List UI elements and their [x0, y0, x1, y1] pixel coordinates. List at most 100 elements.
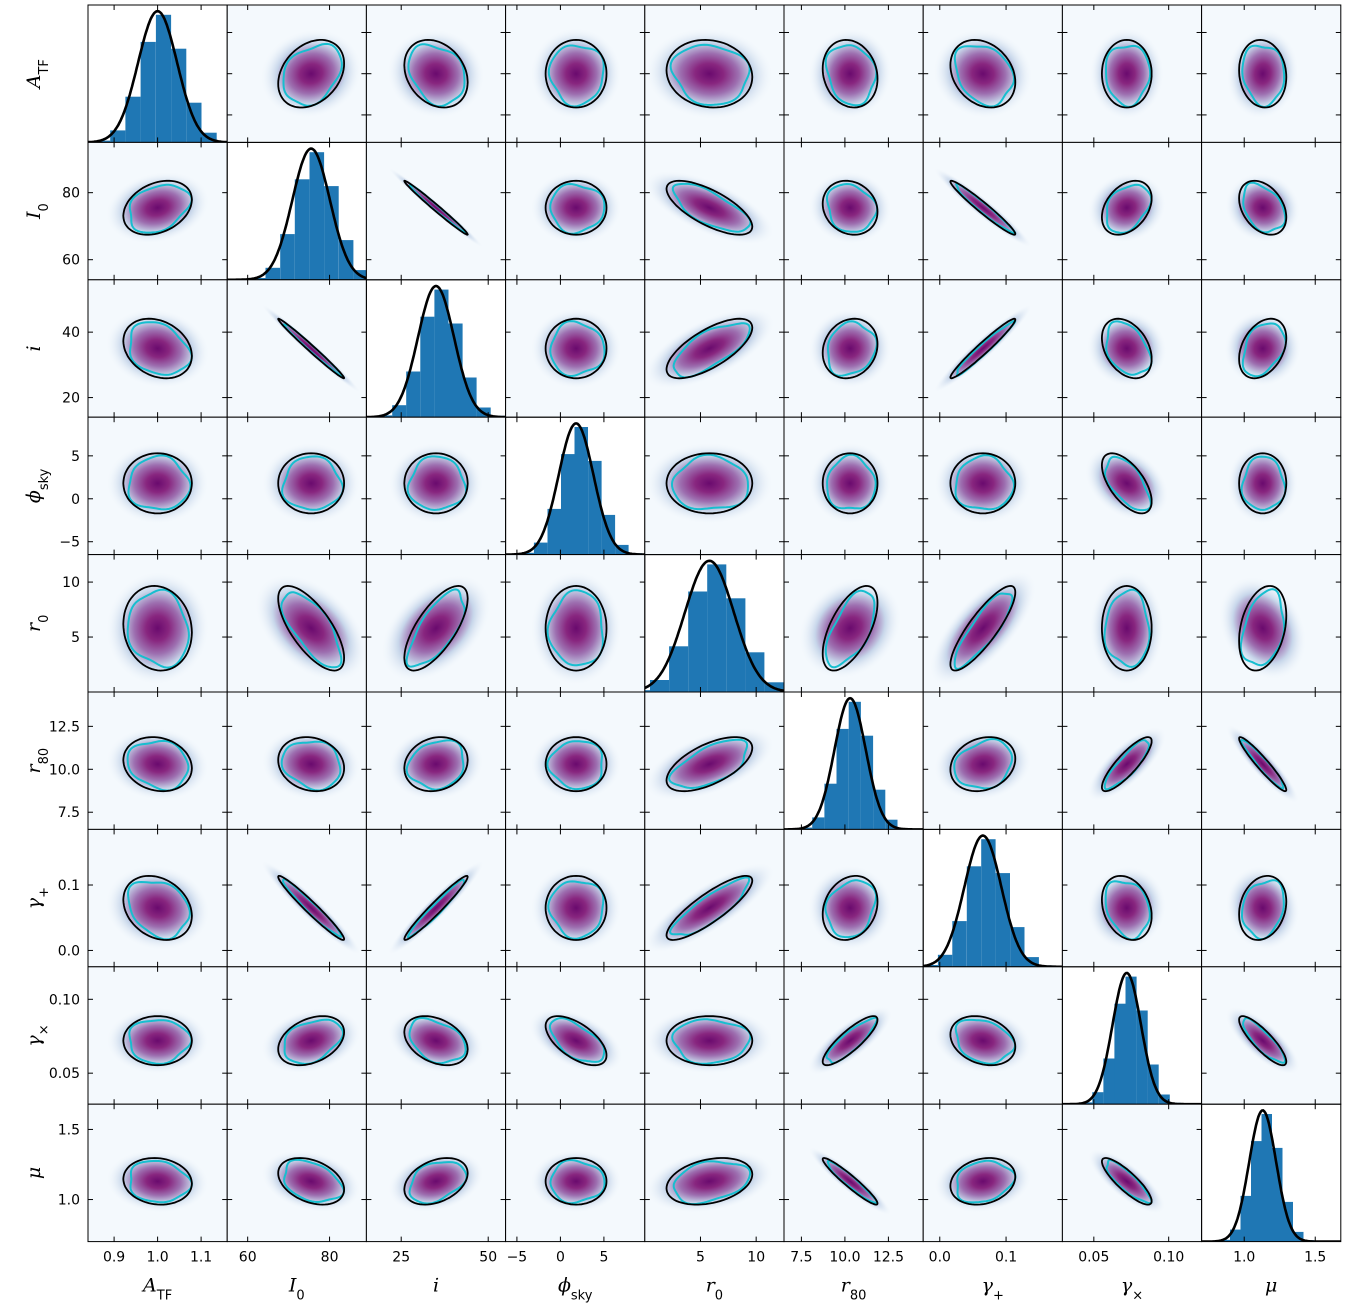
panel-phi_sky-vs-mu	[1201, 416, 1342, 556]
panel-i-vs-I_0	[226, 279, 367, 418]
hist-bar	[406, 371, 421, 418]
y-tick-label: 80	[62, 186, 80, 202]
panel-A_TF-vs-r_0	[644, 4, 785, 143]
hist-bar	[650, 680, 670, 692]
fisher-ellipse	[122, 736, 193, 793]
posterior-contour	[956, 1159, 1017, 1204]
posterior-contour	[408, 1161, 468, 1205]
y-axis-label-gamma_plus: γ+	[23, 887, 52, 909]
hist-bar	[280, 234, 295, 280]
density-blob	[644, 862, 775, 954]
fisher-ellipse	[544, 874, 608, 941]
panel-mu-vs-phi_sky	[505, 1103, 646, 1243]
hist-bar	[324, 186, 339, 280]
panel-content	[505, 5, 645, 143]
hist-bar	[824, 783, 837, 830]
posterior-contour	[128, 183, 193, 234]
panel-content	[644, 279, 784, 418]
posterior-contour	[1242, 1017, 1286, 1064]
hist-bar	[707, 564, 727, 692]
posterior-contour	[826, 320, 878, 377]
hist-bar	[250, 278, 266, 280]
posterior-contour	[547, 880, 605, 940]
fisher-ellipse	[277, 875, 346, 941]
panel-content	[1062, 829, 1202, 967]
fisher-ellipse	[1238, 585, 1288, 672]
hist-bar	[1114, 1003, 1126, 1105]
gaussian-curve	[923, 834, 1063, 967]
panel-content	[1201, 692, 1341, 830]
panel-content	[644, 1104, 784, 1242]
x-tick-label: 0	[556, 1250, 565, 1266]
posterior-contour	[405, 739, 465, 791]
hist-bar	[966, 866, 982, 967]
hist-bar	[1081, 1102, 1093, 1105]
fisher-ellipse	[1100, 179, 1153, 236]
panel-phi_sky-vs-i	[365, 416, 507, 556]
panel-content	[1201, 142, 1341, 280]
x-tick-label: 50	[479, 1250, 497, 1266]
panel-A_TF-vs-gamma_plus	[922, 4, 1063, 143]
panel-mu-vs-r_0	[644, 1103, 785, 1243]
density-blob	[808, 171, 892, 245]
panel-mu-vs-i	[365, 1103, 507, 1243]
fisher-ellipse	[665, 179, 754, 236]
x-tick-label: 5	[696, 1250, 705, 1266]
density-blob	[1226, 724, 1300, 804]
density-blob	[644, 170, 775, 245]
panel-content	[1062, 971, 1202, 1105]
panel-I_0-vs-r_0	[644, 141, 785, 281]
panel-content	[784, 829, 924, 967]
posterior-contour	[406, 455, 468, 512]
panel-phi_sky-vs-gamma_plus	[922, 416, 1063, 556]
y-tick-label: 10	[62, 575, 80, 591]
density-blob	[1084, 445, 1169, 522]
panel-content	[88, 692, 228, 830]
fisher-ellipse	[403, 179, 469, 236]
panel-content	[923, 834, 1063, 967]
y-axis-label-r_80: r80	[23, 748, 52, 774]
hist-bar	[800, 827, 813, 830]
hist-bar	[1103, 1058, 1115, 1105]
panel-i-vs-r_0	[644, 279, 785, 418]
y-tick-label: 60	[62, 253, 80, 269]
panel-content	[227, 5, 367, 143]
panel-mu-vs-A_TF	[87, 1103, 228, 1243]
fisher-ellipse	[1238, 38, 1288, 109]
density-blob	[644, 27, 774, 120]
posterior-contour	[407, 43, 466, 108]
fisher-ellipse	[403, 452, 469, 515]
gaussian-curve	[1201, 1109, 1341, 1242]
y-tick-label: 0.1	[58, 878, 80, 894]
fisher-ellipse	[403, 38, 469, 109]
y-tick-label: 10.0	[49, 762, 80, 778]
x-tick-label: 10.0	[829, 1250, 860, 1266]
hist-bar	[547, 508, 561, 555]
posterior-contour	[1240, 455, 1287, 511]
panel-content	[1062, 417, 1202, 555]
hist-bar	[1136, 1010, 1148, 1105]
panel-r_0-vs-gamma_cross	[1061, 554, 1203, 693]
fisher-ellipse	[544, 179, 608, 236]
fisher-ellipse	[544, 317, 608, 380]
y-axis-label-sub: 0	[37, 615, 52, 623]
panel-content	[644, 559, 784, 692]
panel-I_0-vs-A_TF	[87, 141, 228, 281]
y-axis-label-phi_sky: ϕsky	[23, 468, 52, 503]
posterior-contour	[1103, 455, 1152, 512]
panel-content	[644, 142, 784, 280]
fisher-ellipse	[821, 875, 879, 941]
panel-content	[505, 422, 645, 555]
hist-bar	[860, 735, 874, 830]
posterior-contour	[128, 1019, 193, 1065]
y-tick-label: 1.5	[58, 1122, 80, 1138]
panel-content	[227, 829, 367, 967]
density-blob	[808, 28, 893, 119]
panel-content	[505, 966, 645, 1105]
panel-content	[88, 554, 228, 692]
panel-content	[366, 554, 506, 692]
panel-gamma_cross-vs-phi_sky	[505, 966, 646, 1105]
density-blob	[644, 727, 775, 801]
posterior-contour	[671, 1018, 752, 1065]
density-blob	[106, 1149, 210, 1213]
